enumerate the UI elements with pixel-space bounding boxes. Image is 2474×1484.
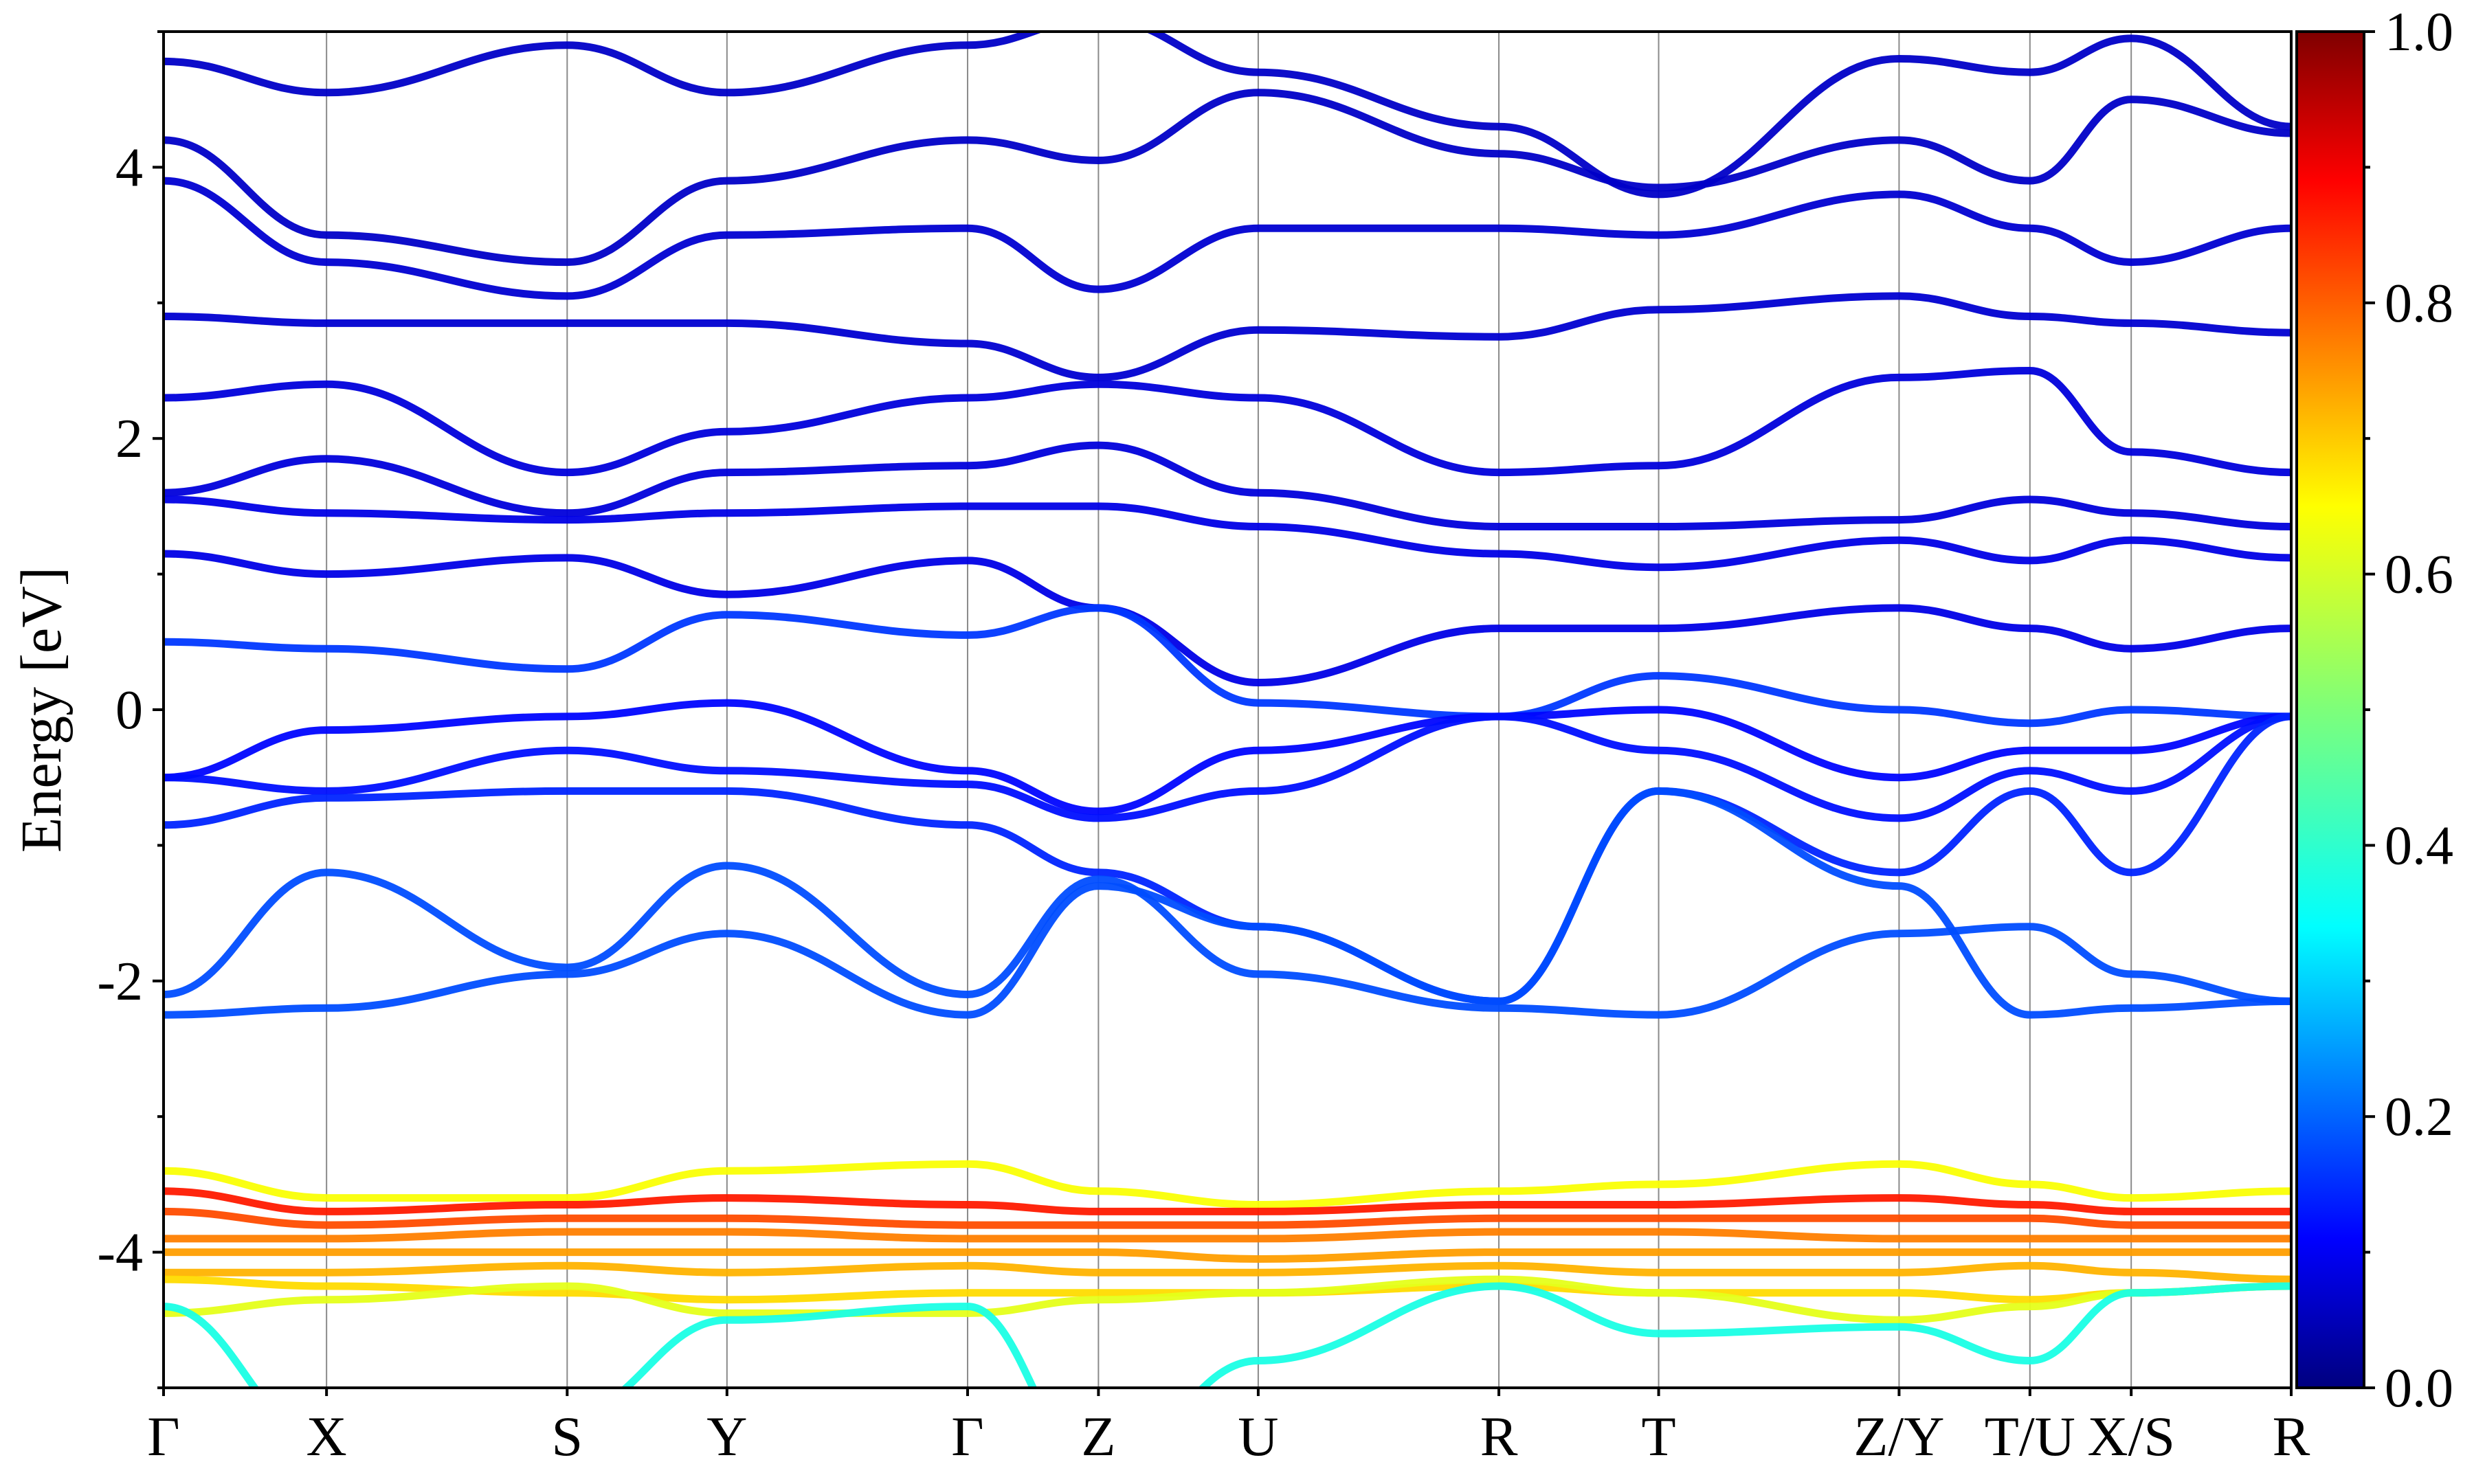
k-point-label: S xyxy=(552,1405,583,1468)
band-line xyxy=(164,550,2291,686)
colorbar-tick-label: 0.4 xyxy=(2385,816,2453,876)
band-line xyxy=(164,441,2291,530)
colorbar-tick-label: 0.8 xyxy=(2385,273,2453,334)
y-axis-ticks: 4 2 0 -2 -4 xyxy=(97,30,164,1389)
k-point-label: R xyxy=(1480,1405,1518,1468)
y-tick-label: 4 xyxy=(115,137,143,198)
colorbar-ticks: 1.0 0.8 0.6 0.4 0.2 0.0 xyxy=(2364,2,2453,1419)
band-line xyxy=(164,712,2291,822)
y-tick-label: -4 xyxy=(97,1223,143,1283)
band-line xyxy=(164,495,2291,572)
band-line xyxy=(164,1207,2291,1229)
k-point-label: U xyxy=(1238,1405,1278,1468)
band-line xyxy=(164,1275,2291,1324)
band-line xyxy=(164,1282,2291,1388)
k-point-label: Z/Y xyxy=(1853,1405,1944,1468)
k-point-label: X xyxy=(307,1405,347,1468)
k-point-label: T xyxy=(1642,1405,1676,1468)
band-line xyxy=(164,1248,2291,1263)
band-line xyxy=(164,699,2291,816)
k-point-label: Γ xyxy=(147,1405,179,1468)
band-line xyxy=(164,1187,2291,1215)
band-lines xyxy=(164,32,2291,1388)
band-line xyxy=(164,862,2291,1019)
band-line xyxy=(164,32,2291,199)
band-line xyxy=(164,1261,2291,1283)
y-tick-label: 0 xyxy=(115,680,143,741)
k-point-label: Y xyxy=(706,1405,747,1468)
band-line xyxy=(164,89,2291,267)
k-point-label: T/U xyxy=(1985,1405,2075,1468)
colorbar-tick-label: 0.6 xyxy=(2385,545,2453,605)
colorbar xyxy=(2295,30,2365,1389)
band-line xyxy=(164,177,2291,300)
k-point-label: Z xyxy=(1081,1405,1115,1468)
band-line xyxy=(164,367,2291,477)
y-tick-label: 2 xyxy=(115,409,143,469)
band-line xyxy=(164,604,2291,728)
colorbar-tick-label: 0.0 xyxy=(2385,1358,2453,1419)
y-tick-label: -2 xyxy=(97,952,143,1012)
k-point-label: X/S xyxy=(2087,1405,2175,1468)
x-axis-ticks: Γ X S Y Γ Z U R T Z/Y T/U X/S R xyxy=(147,1388,2310,1468)
k-point-label: Γ xyxy=(951,1405,983,1468)
band-line xyxy=(164,787,2291,1019)
band-line xyxy=(164,1160,2291,1208)
colorbar-tick-label: 0.2 xyxy=(2385,1087,2453,1147)
k-point-label: R xyxy=(2273,1405,2310,1468)
band-line xyxy=(164,1228,2291,1243)
y-axis-label: Energy [eV] xyxy=(10,567,74,853)
band-line xyxy=(164,292,2291,381)
colorbar-tick-label: 1.0 xyxy=(2385,2,2453,63)
